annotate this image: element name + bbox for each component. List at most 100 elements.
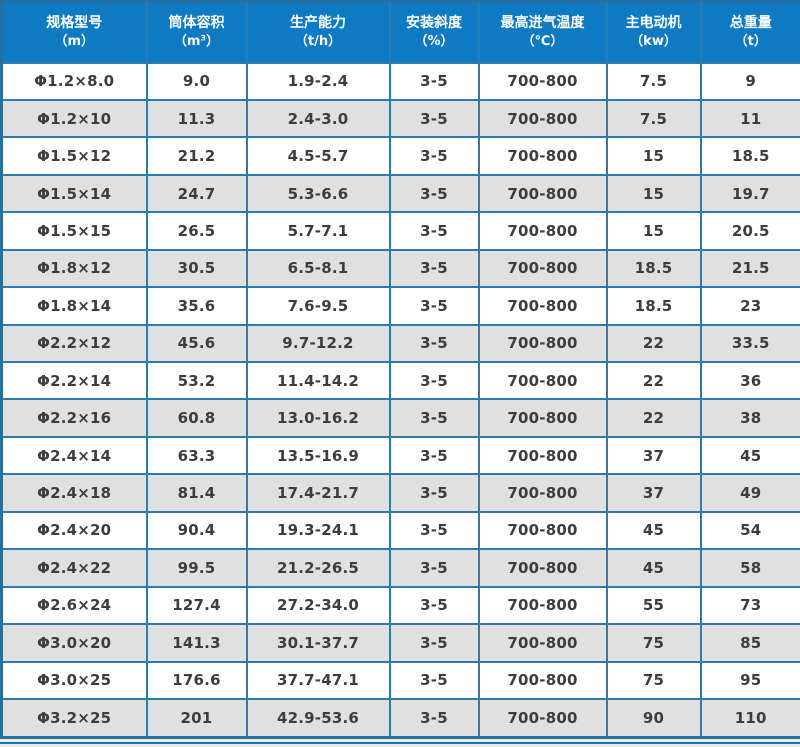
table-cell: 15 xyxy=(605,211,702,251)
table-cell: Φ1.5×14 xyxy=(0,173,148,214)
table-cell: 700-800 xyxy=(477,623,608,663)
table-cell: 85 xyxy=(699,623,800,663)
table-cell: 58 xyxy=(699,548,800,588)
table-cell: 9.0 xyxy=(145,61,248,101)
table-row: Φ2.6×24 127.4 27.2-34.0 3-5 700-800 55 7… xyxy=(0,585,800,626)
table-cell: Φ1.2×10 xyxy=(0,98,148,139)
table-cell: 81.4 xyxy=(145,473,248,513)
table-cell: 55 xyxy=(605,585,702,626)
table-cell: 3-5 xyxy=(388,548,480,588)
table-cell: 13.5-16.9 xyxy=(245,435,391,476)
table-cell: 95 xyxy=(699,660,800,700)
table-cell: 75 xyxy=(605,660,702,700)
table-cell: 7.5 xyxy=(605,61,702,101)
table-cell: 24.7 xyxy=(145,173,248,214)
table-row: Φ1.8×14 35.6 7.6-9.5 3-5 700-800 18.5 23 xyxy=(0,286,800,326)
table-cell: 15 xyxy=(605,136,702,176)
table-cell: 13.0-16.2 xyxy=(245,398,391,438)
header-label: 主电动机 xyxy=(625,15,682,32)
table-cell: 75 xyxy=(605,623,702,663)
table-cell: 21.5 xyxy=(699,248,800,289)
table-cell: 45 xyxy=(605,548,702,588)
table-cell: 45 xyxy=(699,435,800,476)
header-label: 最高进气温度 xyxy=(500,15,585,32)
table-row: Φ2.2×14 53.2 11.4-14.2 3-5 700-800 22 36 xyxy=(0,360,800,401)
header-label: 生产能力 xyxy=(290,15,346,32)
table-cell: 3-5 xyxy=(388,697,480,739)
table-cell: Φ1.2×8.0 xyxy=(0,61,148,101)
table-cell: 22 xyxy=(605,360,702,401)
table-cell: Φ2.4×18 xyxy=(0,473,148,513)
table-cell: 2.4-3.0 xyxy=(245,98,391,139)
table-cell: 37.7-47.1 xyxy=(245,660,391,700)
table-cell: 21.2 xyxy=(145,136,248,176)
table-cell: 700-800 xyxy=(477,248,608,289)
table-row: Φ2.4×18 81.4 17.4-21.7 3-5 700-800 37 49 xyxy=(0,473,800,513)
table-cell: 3-5 xyxy=(388,248,480,289)
table-header: 规格型号 （m） 筒体容积 （m³） 生产能力 （t/h） 安装斜度 （%） 最… xyxy=(0,0,800,64)
table-row: Φ3.0×20 141.3 30.1-37.7 3-5 700-800 75 8… xyxy=(0,623,800,663)
table-cell: 700-800 xyxy=(477,360,608,401)
table-cell: 42.9-53.6 xyxy=(245,697,391,739)
bottom-divider xyxy=(0,739,800,747)
header-unit: （℃） xyxy=(521,34,564,50)
header-unit: （kw） xyxy=(630,34,677,50)
table-body: Φ1.2×8.0 9.0 1.9-2.4 3-5 700-800 7.5 9 Φ… xyxy=(0,61,800,739)
header-label: 规格型号 xyxy=(46,15,103,32)
table-cell: 3-5 xyxy=(388,211,480,251)
column-header-main-motor: 主电动机 （kw） xyxy=(605,0,702,64)
table-cell: 37 xyxy=(605,473,702,513)
table-row: Φ1.8×12 30.5 6.5-8.1 3-5 700-800 18.5 21… xyxy=(0,248,800,289)
table-cell: 3-5 xyxy=(388,398,480,438)
table-cell: 700-800 xyxy=(477,173,608,214)
table-cell: Φ2.4×22 xyxy=(0,548,148,588)
table-row: Φ2.4×14 63.3 13.5-16.9 3-5 700-800 37 45 xyxy=(0,435,800,476)
table-cell: 700-800 xyxy=(477,435,608,476)
table-cell: 36 xyxy=(699,360,800,401)
table-cell: 3-5 xyxy=(388,61,480,101)
table-header-row: 规格型号 （m） 筒体容积 （m³） 生产能力 （t/h） 安装斜度 （%） 最… xyxy=(0,0,800,64)
table-cell: 3-5 xyxy=(388,323,480,364)
table-cell: 22 xyxy=(605,398,702,438)
table-cell: Φ1.5×15 xyxy=(0,211,148,251)
table-cell: 45.6 xyxy=(145,323,248,364)
table-cell: 18.5 xyxy=(605,248,702,289)
table-cell: Φ2.4×20 xyxy=(0,510,148,551)
table-cell: 7.5 xyxy=(605,98,702,139)
table-cell: Φ2.6×24 xyxy=(0,585,148,626)
table-cell: 11.3 xyxy=(145,98,248,139)
table-cell: 3-5 xyxy=(388,660,480,700)
table-cell: 18.5 xyxy=(699,136,800,176)
table-cell: 3-5 xyxy=(388,360,480,401)
table-row: Φ3.0×25 176.6 37.7-47.1 3-5 700-800 75 9… xyxy=(0,660,800,700)
table-cell: 37 xyxy=(605,435,702,476)
header-unit: （t/h） xyxy=(294,34,342,50)
table-cell: Φ2.2×14 xyxy=(0,360,148,401)
header-unit: （m³） xyxy=(173,34,220,50)
column-header-slope: 安装斜度 （%） xyxy=(388,0,480,64)
table-cell: Φ3.2×25 xyxy=(0,697,148,739)
table-row: Φ2.4×22 99.5 21.2-26.5 3-5 700-800 45 58 xyxy=(0,548,800,588)
table-cell: Φ2.2×16 xyxy=(0,398,148,438)
table-cell: 7.6-9.5 xyxy=(245,286,391,326)
table-cell: 11.4-14.2 xyxy=(245,360,391,401)
table-cell: 35.6 xyxy=(145,286,248,326)
table-row: Φ1.5×14 24.7 5.3-6.6 3-5 700-800 15 19.7 xyxy=(0,173,800,214)
table-cell: 9.7-12.2 xyxy=(245,323,391,364)
table-cell: 53.2 xyxy=(145,360,248,401)
table-cell: Φ1.8×12 xyxy=(0,248,148,289)
table-cell: 110 xyxy=(699,697,800,739)
table-cell: Φ1.5×12 xyxy=(0,136,148,176)
table-row: Φ2.2×12 45.6 9.7-12.2 3-5 700-800 22 33.… xyxy=(0,323,800,364)
table-cell: 3-5 xyxy=(388,473,480,513)
table-row: Φ1.2×8.0 9.0 1.9-2.4 3-5 700-800 7.5 9 xyxy=(0,61,800,101)
table-cell: 63.3 xyxy=(145,435,248,476)
table-cell: Φ2.2×12 xyxy=(0,323,148,364)
table-cell: 700-800 xyxy=(477,585,608,626)
table-cell: 3-5 xyxy=(388,510,480,551)
header-label: 筒体容积 xyxy=(168,15,225,32)
table-cell: 700-800 xyxy=(477,323,608,364)
table-cell: 54 xyxy=(699,510,800,551)
table-cell: 30.5 xyxy=(145,248,248,289)
